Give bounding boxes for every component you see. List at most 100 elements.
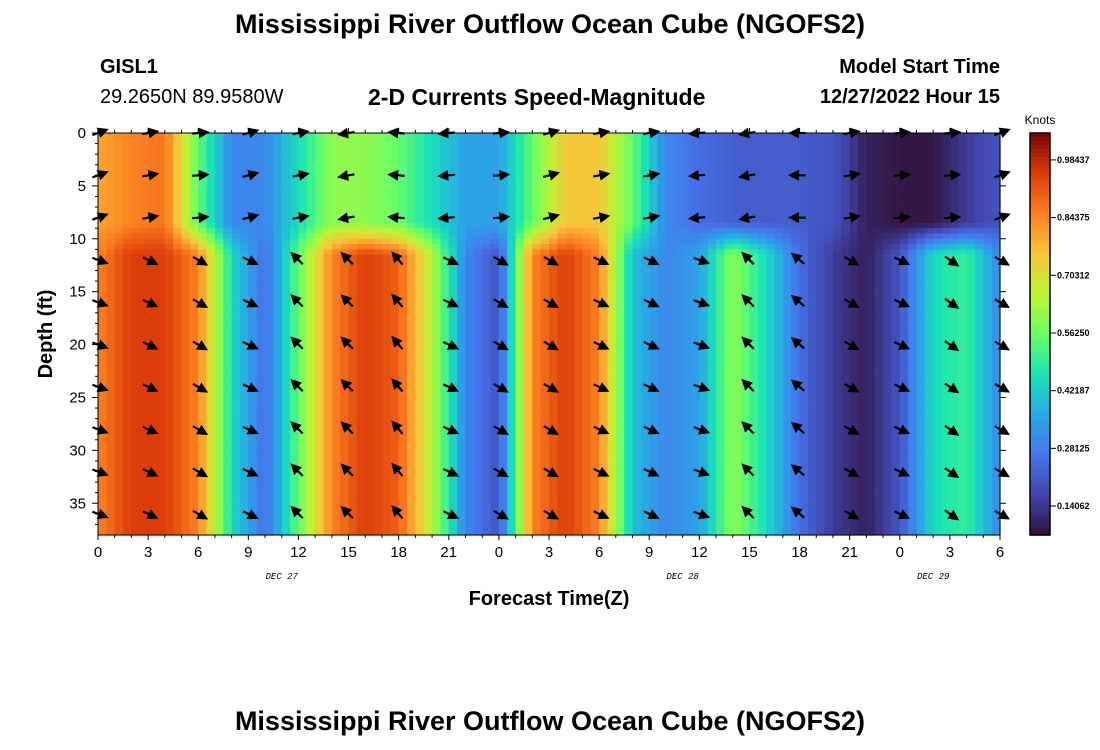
heatmap-cell [181, 349, 191, 356]
heatmap-cell [582, 164, 592, 171]
heatmap-cell [306, 275, 316, 282]
heatmap-cell [582, 185, 592, 192]
heatmap-cell [991, 281, 1001, 287]
heatmap-cell [866, 302, 876, 309]
heatmap-cell [540, 270, 550, 277]
heatmap-cell [966, 148, 976, 155]
heatmap-cell [507, 302, 517, 309]
heatmap-cell [156, 281, 166, 287]
heatmap-cell [807, 175, 817, 182]
heatmap-cell [198, 281, 208, 287]
heatmap-cell [807, 355, 817, 362]
heatmap-cell [908, 349, 918, 356]
heatmap-cell [256, 217, 266, 224]
heatmap-cell [858, 259, 867, 266]
heatmap-cell [465, 302, 475, 309]
heatmap-cell [123, 349, 133, 356]
heatmap-cell [716, 281, 725, 287]
heatmap-cell [891, 307, 901, 314]
heatmap-cell [749, 281, 759, 287]
heatmap-cell [916, 170, 926, 176]
heatmap-cell [941, 249, 951, 256]
heatmap-cell [933, 164, 943, 171]
heatmap-cell [515, 318, 525, 325]
heatmap-cell [148, 143, 158, 150]
heatmap-cell [373, 170, 383, 176]
heatmap-cell [941, 201, 951, 208]
heatmap-cell [98, 360, 107, 367]
heatmap-cell [507, 196, 517, 203]
heatmap-cell [173, 334, 183, 340]
heatmap-cell [615, 265, 625, 272]
heatmap-cell [891, 222, 901, 229]
heatmap-cell [782, 222, 792, 229]
heatmap-cell [365, 201, 375, 208]
heatmap-cell [924, 180, 934, 187]
heatmap-cell [306, 143, 316, 150]
heatmap-cell [574, 244, 584, 250]
heatmap-cell [298, 328, 308, 335]
heatmap-cell [482, 148, 492, 155]
heatmap-cell [156, 371, 166, 377]
heatmap-cell [891, 286, 901, 293]
heatmap-cell [123, 281, 133, 287]
heatmap-cell [256, 312, 266, 319]
heatmap-cell [432, 159, 442, 166]
heatmap-cell [690, 233, 700, 240]
heatmap-cell [323, 133, 333, 139]
heatmap-cell [741, 159, 751, 166]
heatmap-cell [749, 254, 759, 261]
heatmap-cell [807, 334, 817, 340]
heatmap-cell [858, 355, 867, 362]
heatmap-cell [465, 275, 475, 282]
heatmap-cell [231, 291, 241, 298]
heatmap-cell [983, 143, 993, 150]
heatmap-cell [432, 196, 442, 203]
heatmap-cell [966, 191, 976, 198]
heatmap-cell [749, 312, 759, 319]
heatmap-cell [858, 212, 867, 219]
heatmap-cell [256, 180, 266, 187]
heatmap-cell [214, 228, 224, 235]
heatmap-cell [958, 191, 968, 198]
heatmap-cell [482, 344, 492, 351]
heatmap-cell [415, 212, 425, 219]
heatmap-cell [933, 233, 943, 240]
heatmap-cell [415, 275, 425, 282]
heatmap-cell [265, 259, 274, 266]
heatmap-cell [874, 275, 884, 282]
heatmap-cell [206, 302, 216, 309]
heatmap-cell [974, 360, 984, 367]
heatmap-cell [732, 318, 742, 325]
heatmap-cell [256, 233, 266, 240]
heatmap-cell [657, 339, 667, 346]
heatmap-cell [523, 154, 533, 161]
heatmap-cell [966, 328, 976, 335]
heatmap-cell [732, 185, 742, 192]
heatmap-cell [198, 307, 208, 314]
heatmap-cell [290, 328, 300, 335]
heatmap-cell [123, 355, 133, 362]
heatmap-cell [824, 154, 834, 161]
heatmap-cell [799, 133, 809, 139]
heatmap-cell [924, 133, 934, 139]
heatmap-cell [574, 201, 584, 208]
heatmap-cell [883, 143, 893, 150]
heatmap-cell [306, 318, 316, 325]
heatmap-cell [707, 355, 717, 362]
heatmap-cell [415, 196, 425, 203]
heatmap-cell [741, 207, 751, 213]
heatmap-cell [741, 228, 751, 235]
heatmap-cell [440, 159, 450, 166]
heatmap-cell [457, 291, 467, 298]
heatmap-cell [423, 164, 433, 171]
heatmap-cell [916, 254, 926, 261]
heatmap-cell [106, 371, 116, 377]
heatmap-cell [832, 133, 842, 139]
heatmap-cell [198, 154, 208, 161]
heatmap-cell [640, 302, 650, 309]
heatmap-cell [206, 349, 216, 356]
heatmap-cell [941, 265, 951, 272]
heatmap-cell [615, 154, 625, 161]
heatmap-cell [716, 334, 725, 340]
